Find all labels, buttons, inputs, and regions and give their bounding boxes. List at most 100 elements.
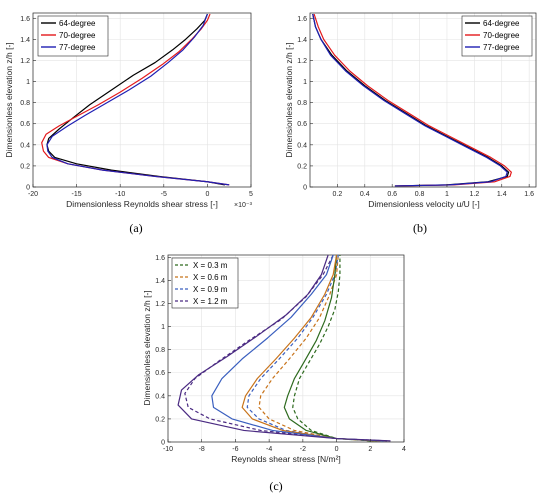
y-tick-label-1-6-a: 1.6 bbox=[20, 16, 30, 23]
panel-label-a: (a) bbox=[129, 221, 142, 235]
legend-label-x12-c: X = 1.2 m bbox=[193, 297, 228, 306]
x-tick-label--5-a: -5 bbox=[161, 191, 167, 198]
x-tick-label--10-c: -10 bbox=[163, 446, 173, 453]
y-tick-label-1-2-c: 1.2 bbox=[155, 301, 165, 308]
x-tick-label-4-c: 4 bbox=[402, 446, 406, 453]
x-tick-label--2-c: -2 bbox=[300, 446, 306, 453]
x-tick-label-0-2-b: 0.2 bbox=[333, 191, 343, 198]
x-tick-label--8-c: -8 bbox=[199, 446, 205, 453]
y-tick-label-1-6-c: 1.6 bbox=[155, 255, 165, 262]
y-tick-labels-c: 0 0.2 0.4 0.6 0.8 1 1.2 1.4 1.6 bbox=[155, 255, 171, 447]
series-line-measured-6-c bbox=[211, 254, 384, 442]
y-tick-label-0-c: 0 bbox=[161, 440, 165, 447]
y-tick-label-0-6-a: 0.6 bbox=[20, 121, 30, 128]
series-line-77-degree-a bbox=[46, 13, 230, 186]
legend-label-x03-c: X = 0.3 m bbox=[193, 261, 228, 270]
legend-label-70-degree-b: 70-degree bbox=[483, 31, 520, 40]
series-line-measured-5-c bbox=[241, 254, 381, 442]
x-tick-label--6-c: -6 bbox=[232, 446, 238, 453]
y-tick-label-1-a: 1 bbox=[26, 79, 30, 86]
y-tick-label-0-8-a: 0.8 bbox=[20, 100, 30, 107]
y-axis-label-a: Dimensionless elevation z/h [-] bbox=[4, 42, 14, 157]
x-tick-label-5-a: 5 bbox=[249, 191, 253, 198]
x-tick-labels-a: -20 -15 -10 -5 0 5 bbox=[28, 184, 253, 198]
x-tick-label-2-c: 2 bbox=[368, 446, 372, 453]
plot-frame-c bbox=[167, 254, 405, 443]
x-tick-label--20-a: -20 bbox=[28, 191, 38, 198]
series-line-x-0-3-m-c bbox=[292, 255, 371, 442]
legend-label-64-degree-a: 64-degree bbox=[59, 19, 96, 28]
y-tick-label-0-b: 0 bbox=[303, 185, 307, 192]
y-tick-label-1-2-a: 1.2 bbox=[20, 58, 30, 65]
legend-label-64-degree-b: 64-degree bbox=[483, 19, 520, 28]
series-line-64-degree-a bbox=[46, 13, 225, 186]
x-tick-label-0-4-b: 0.4 bbox=[360, 191, 370, 198]
y-tick-label-0-4-b: 0.4 bbox=[297, 142, 307, 149]
y-tick-label-0-2-b: 0.2 bbox=[297, 163, 307, 170]
x-tick-label-1-6-b: 1.6 bbox=[524, 191, 534, 198]
series-line-x-0-9-m-c bbox=[246, 254, 379, 442]
chart-b: 0.2 0.4 0.6 0.8 1 1.2 1.4 1.6 0 0.2 0.4 0.6 0.8 1 1.2… bbox=[284, 12, 537, 235]
y-tick-label-0-8-b: 0.8 bbox=[297, 100, 307, 107]
y-tick-label-0-4-c: 0.4 bbox=[155, 393, 165, 400]
y-tick-label-0-2-a: 0.2 bbox=[20, 163, 30, 170]
y-tick-labels-a: 0 0.2 0.4 0.6 0.8 1 1.2 1.4 1.6 bbox=[20, 16, 36, 192]
legend-a: 64-degree 70-degree 77-degree bbox=[37, 15, 109, 57]
legend-label-x09-c: X = 0.9 m bbox=[193, 285, 228, 294]
x-tick-label-0-6-b: 0.6 bbox=[387, 191, 397, 198]
series-line-measured-7-c bbox=[177, 254, 391, 442]
x-tick-label-0-c: 0 bbox=[335, 446, 339, 453]
y-tick-label-1-4-b: 1.4 bbox=[297, 37, 307, 44]
panel-label-b: (b) bbox=[413, 221, 427, 235]
x-multiplier-a: ×10⁻³ bbox=[234, 202, 253, 209]
y-tick-label-1-c: 1 bbox=[161, 324, 165, 331]
legend-label-77-degree-a: 77-degree bbox=[59, 43, 96, 52]
y-tick-label-0-2-c: 0.2 bbox=[155, 416, 165, 423]
x-tick-labels-b: 0.2 0.4 0.6 0.8 1 1.2 1.4 1.6 bbox=[333, 184, 534, 198]
series-lines-a bbox=[41, 13, 230, 186]
y-axis-label-c: Dimensionless elevation z/h [-] bbox=[142, 290, 152, 405]
series-lines-b bbox=[312, 13, 512, 187]
plot-frame-a bbox=[32, 12, 252, 188]
panel-label-c: (c) bbox=[269, 479, 282, 493]
legend-b: 64-degree 70-degree 77-degree bbox=[461, 15, 533, 57]
y-tick-label-0-a: 0 bbox=[26, 185, 30, 192]
y-tick-label-1-4-c: 1.4 bbox=[155, 278, 165, 285]
x-axis-label-a: Dimensionless Reynolds shear stress [-] bbox=[66, 199, 218, 209]
y-tick-label-0-8-c: 0.8 bbox=[155, 347, 165, 354]
y-tick-label-0-4-a: 0.4 bbox=[20, 142, 30, 149]
x-tick-label--15-a: -15 bbox=[72, 191, 82, 198]
legend-label-77-degree-b: 77-degree bbox=[483, 43, 520, 52]
y-tick-labels-b: 0 0.2 0.4 0.6 0.8 1 1.2 1.4 1.6 bbox=[297, 16, 313, 192]
series-lines-c bbox=[177, 254, 391, 442]
chart-c: -10 -8 -6 -4 -2 0 2 4 0 0.2 0.4 0.6 0.8 1 1.2 1.4 1.6 R… bbox=[142, 254, 406, 493]
x-axis-label-c: Reynolds shear stress [N/m²] bbox=[231, 454, 341, 464]
y-tick-label-0-6-b: 0.6 bbox=[297, 121, 307, 128]
chart-a: -20 -15 -10 -5 0 5 0 0.2 0.4 0.6 0.8 1 1.2 1.4 1.6 ×1… bbox=[4, 12, 253, 235]
x-tick-label-1-2-b: 1.2 bbox=[469, 191, 479, 198]
x-tick-label-1-b: 1 bbox=[445, 191, 449, 198]
y-tick-label-1-b: 1 bbox=[303, 79, 307, 86]
x-tick-label-1-4-b: 1.4 bbox=[497, 191, 507, 198]
series-line-x-0-6-m-c bbox=[258, 254, 374, 442]
x-tick-labels-c: -10 -8 -6 -4 -2 0 2 4 bbox=[163, 439, 406, 453]
x-tick-label--4-c: -4 bbox=[266, 446, 272, 453]
plot-frame-b bbox=[309, 12, 537, 188]
y-axis-label-b: Dimensionless elevation z/h [-] bbox=[284, 42, 294, 157]
x-tick-label--10-a: -10 bbox=[115, 191, 125, 198]
y-tick-label-1-4-a: 1.4 bbox=[20, 37, 30, 44]
series-line-measured-4-c bbox=[283, 254, 378, 442]
legend-c: X = 0.3 m X = 0.6 m X = 0.9 m X = 1.2 m bbox=[171, 257, 239, 309]
x-tick-label-0-8-b: 0.8 bbox=[415, 191, 425, 198]
legend-label-70-degree-a: 70-degree bbox=[59, 31, 96, 40]
x-axis-label-b: Dimensionless velocity u/U [-] bbox=[368, 199, 479, 209]
y-tick-label-0-6-c: 0.6 bbox=[155, 370, 165, 377]
y-tick-label-1-6-b: 1.6 bbox=[297, 16, 307, 23]
series-line-77-degree-b bbox=[312, 13, 508, 187]
legend-label-x06-c: X = 0.6 m bbox=[193, 273, 228, 282]
y-tick-label-1-2-b: 1.2 bbox=[297, 58, 307, 65]
legend-box-b bbox=[461, 15, 533, 57]
x-tick-label-0-a: 0 bbox=[205, 191, 209, 198]
series-line-70-degree-b bbox=[313, 13, 512, 187]
